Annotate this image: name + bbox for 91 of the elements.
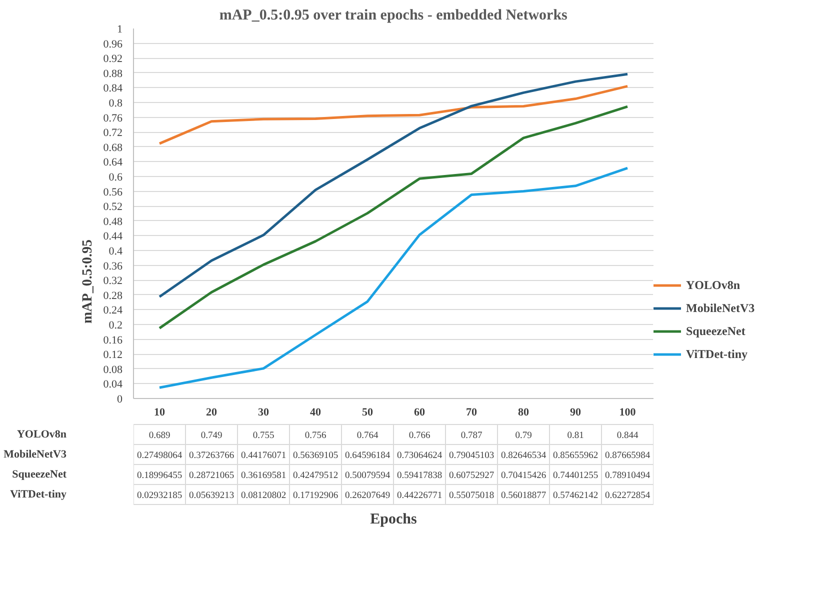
data-label: 0.28721065 — [188, 471, 234, 481]
line-series — [158, 105, 629, 330]
legend-label: MobileNetV3 — [686, 300, 755, 316]
y-tick-label: 0.6 — [108, 172, 123, 184]
y-tick-label: 0.68 — [103, 142, 123, 154]
y-tick-label: 0.12 — [103, 349, 122, 362]
data-label: 0.08120802 — [240, 491, 286, 501]
data-label: 0.79 — [515, 431, 532, 441]
data-label: 0.81 — [567, 431, 584, 441]
line-series — [158, 72, 629, 298]
y-tick-label: 0.36 — [103, 260, 123, 272]
data-label: 0.57462142 — [552, 491, 598, 501]
y-tick-label: 0.92 — [103, 53, 122, 66]
data-label: 0.755 — [252, 431, 274, 441]
data-label: 0.787 — [460, 431, 482, 441]
data-label: 0.50079594 — [344, 471, 390, 481]
x-tick-label: 70 — [466, 406, 478, 418]
x-tick-label: 90 — [570, 406, 582, 418]
data-label: 0.26207649 — [344, 491, 390, 501]
data-label: 0.02932185 — [136, 491, 182, 501]
data-label: 0.56369105 — [292, 451, 338, 461]
data-label: 0.42479512 — [292, 471, 338, 481]
y-tick-label: 0.28 — [103, 290, 123, 302]
x-tick-label: 60 — [414, 406, 426, 418]
x-tick-label: 80 — [518, 406, 530, 418]
data-label: 0.87665984 — [604, 451, 650, 461]
y-tick-label: 0.4 — [108, 246, 123, 258]
y-tick-label: 0 — [117, 394, 123, 406]
legend-label: SqueezeNet — [686, 324, 746, 338]
data-label: 0.79045103 — [448, 451, 494, 461]
data-label: 0.56018877 — [500, 491, 546, 501]
data-label: 0.18996455 — [136, 471, 182, 481]
y-tick-label: 0.84 — [103, 82, 123, 95]
x-tick-label: 20 — [206, 406, 218, 418]
line-series — [158, 166, 629, 389]
x-tick-label: 100 — [619, 406, 636, 418]
data-label: 0.17192906 — [292, 491, 338, 501]
y-tick-label: 1 — [117, 24, 122, 36]
data-label: 0.764 — [356, 431, 378, 441]
x-tick-label: 50 — [362, 406, 374, 418]
line-series — [158, 84, 629, 145]
y-tick-label: 0.64 — [103, 156, 123, 169]
text: ViTDet-tiny — [10, 488, 67, 500]
x-tick-label: 10 — [154, 406, 166, 418]
data-label: 0.55075018 — [448, 491, 494, 501]
data-label: 0.82646534 — [500, 451, 546, 461]
x-tick-label: 30 — [258, 406, 270, 418]
data-label: 0.62272854 — [604, 491, 650, 501]
y-tick-label: 0.88 — [103, 68, 123, 80]
data-label: 0.78910494 — [604, 471, 650, 481]
data-label: 0.73064624 — [396, 451, 442, 461]
y-axis-title: mAP_0.5:0.95 — [80, 239, 96, 324]
y-tick-label: 0.24 — [103, 304, 123, 317]
x-tick-label: 40 — [310, 406, 322, 418]
y-tick-label: 0.52 — [103, 201, 122, 214]
text: Epochs — [370, 512, 418, 528]
y-tick-label: 0.08 — [103, 364, 123, 376]
y-tick-label: 0.44 — [103, 230, 123, 243]
data-label: 0.844 — [616, 431, 638, 441]
data-label: 0.70415426 — [500, 471, 546, 481]
data-label: 0.44226771 — [396, 491, 442, 501]
y-tick-label: 0.96 — [103, 38, 123, 50]
data-label: 0.749 — [200, 431, 222, 441]
y-tick-label: 0.32 — [103, 275, 122, 288]
y-tick-label: 0.8 — [108, 98, 123, 110]
data-label: 0.64596184 — [344, 451, 390, 461]
data-label: 0.36169581 — [240, 471, 286, 481]
data-label: 0.37263766 — [188, 451, 234, 461]
text: YOLOv8n — [16, 428, 67, 440]
y-tick-label: 0.48 — [103, 216, 123, 228]
y-tick-label: 0.56 — [103, 186, 123, 198]
data-label: 0.27498064 — [136, 451, 182, 461]
y-tick-label: 0.72 — [103, 127, 122, 140]
text: MobileNetV3 — [4, 448, 67, 460]
legend-label: ViTDet-tiny — [686, 346, 748, 362]
data-label: 0.05639213 — [188, 491, 234, 501]
y-tick-label: 0.2 — [108, 320, 122, 332]
data-label: 0.60752927 — [448, 471, 494, 481]
y-tick-label: 0.04 — [103, 378, 123, 391]
legend-label: YOLOv8n — [686, 278, 740, 292]
data-label: 0.59417838 — [396, 471, 442, 481]
y-tick-label: 0.16 — [103, 334, 123, 346]
text: SqueezeNet — [12, 468, 67, 480]
data-label: 0.44176071 — [240, 451, 286, 461]
data-label: 0.74401255 — [552, 471, 598, 481]
data-label: 0.766 — [408, 431, 430, 441]
data-label: 0.756 — [304, 431, 326, 441]
y-tick-label: 0.76 — [103, 112, 123, 124]
chart-title: mAP_0.5:0.95 over train epochs - embedded Networks — [219, 8, 568, 24]
data-label: 0.689 — [148, 431, 170, 441]
data-label: 0.85655962 — [552, 451, 598, 461]
